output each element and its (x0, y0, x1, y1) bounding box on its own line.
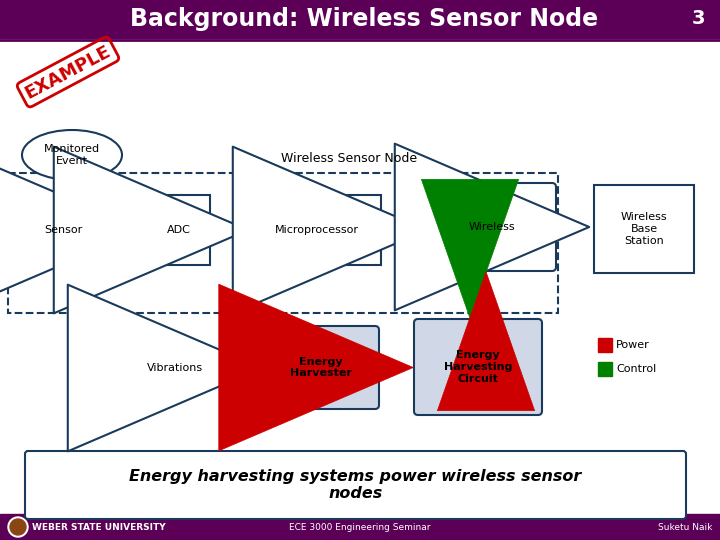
FancyBboxPatch shape (253, 195, 381, 265)
Text: Energy
Harvester: Energy Harvester (290, 357, 352, 379)
FancyBboxPatch shape (414, 319, 542, 415)
Bar (0, 514, 720, 540)
Text: Wireless
Base
Station: Wireless Base Station (621, 212, 667, 246)
Text: Energy harvesting systems power wireless sensor
nodes: Energy harvesting systems power wireless… (130, 469, 582, 501)
Text: WEBER STATE UNIVERSITY: WEBER STATE UNIVERSITY (32, 523, 166, 531)
Circle shape (8, 517, 28, 537)
Text: Vibrations: Vibrations (147, 363, 203, 373)
Ellipse shape (22, 130, 122, 180)
Bar (598, 362, 612, 376)
Ellipse shape (125, 344, 225, 392)
Bar (0, 0, 720, 38)
Text: Energy
Harvesting
Circuit: Energy Harvesting Circuit (444, 350, 512, 383)
Text: Control: Control (616, 364, 656, 374)
FancyBboxPatch shape (594, 185, 694, 273)
Text: Suketu Naik: Suketu Naik (657, 523, 712, 531)
Text: ADC: ADC (167, 225, 191, 235)
FancyBboxPatch shape (148, 195, 210, 265)
Text: Background: Wireless Sensor Node: Background: Wireless Sensor Node (130, 7, 598, 31)
Text: EXAMPLE: EXAMPLE (22, 42, 114, 102)
Text: Wireless Sensor Node: Wireless Sensor Node (281, 152, 417, 165)
Text: Sensor: Sensor (44, 225, 82, 235)
Circle shape (10, 519, 26, 535)
Bar (598, 338, 612, 352)
FancyBboxPatch shape (18, 195, 108, 265)
FancyBboxPatch shape (263, 326, 379, 409)
Text: Power: Power (616, 340, 649, 350)
Text: Wireless: Wireless (469, 222, 516, 232)
Text: ECE 3000 Engineering Seminar: ECE 3000 Engineering Seminar (289, 523, 431, 531)
FancyBboxPatch shape (25, 451, 686, 519)
Text: Microprocessor: Microprocessor (275, 225, 359, 235)
Text: Monitored
Event: Monitored Event (44, 144, 100, 166)
FancyBboxPatch shape (428, 183, 556, 271)
Text: 3: 3 (691, 10, 705, 29)
